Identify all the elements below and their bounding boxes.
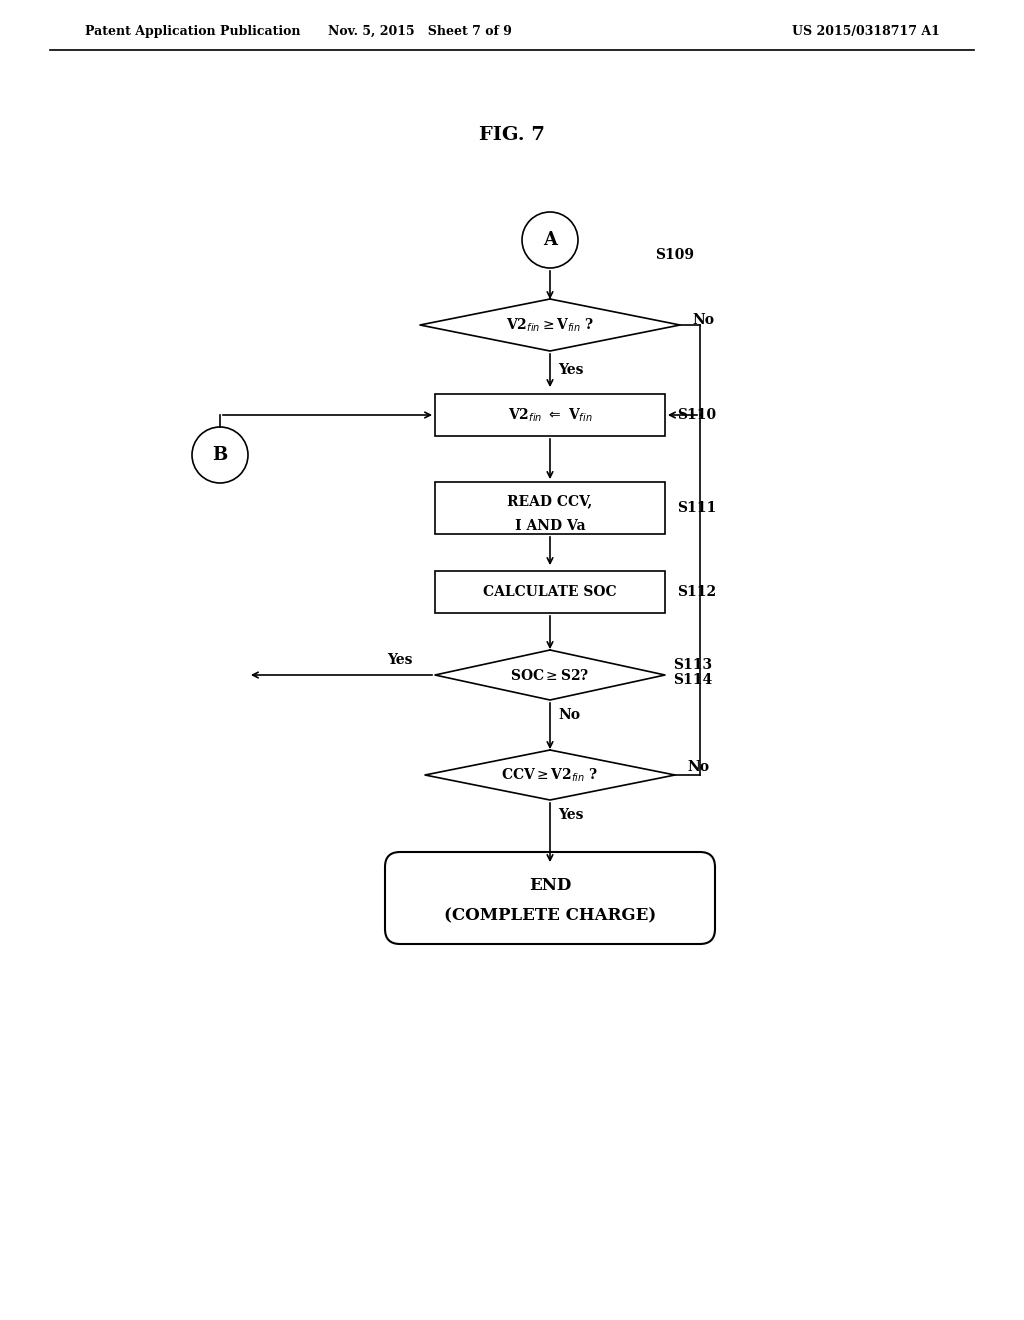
Text: No: No xyxy=(687,760,709,774)
Text: Yes: Yes xyxy=(558,808,584,822)
Text: FIG. 7: FIG. 7 xyxy=(479,125,545,144)
Text: Yes: Yes xyxy=(558,363,584,378)
Text: S109: S109 xyxy=(655,248,694,261)
Text: S112: S112 xyxy=(677,585,716,599)
Text: END: END xyxy=(528,878,571,895)
FancyBboxPatch shape xyxy=(435,482,665,535)
Text: B: B xyxy=(212,446,227,465)
Text: CALCULATE SOC: CALCULATE SOC xyxy=(483,585,616,599)
Text: Yes: Yes xyxy=(387,653,413,667)
Text: SOC$\geq$S2?: SOC$\geq$S2? xyxy=(510,668,590,682)
Text: (COMPLETE CHARGE): (COMPLETE CHARGE) xyxy=(443,908,656,924)
FancyBboxPatch shape xyxy=(435,393,665,436)
Text: A: A xyxy=(543,231,557,249)
Text: CCV$\geq$V2$_{fin}$ ?: CCV$\geq$V2$_{fin}$ ? xyxy=(502,767,599,784)
Text: S113: S113 xyxy=(673,657,712,672)
Text: US 2015/0318717 A1: US 2015/0318717 A1 xyxy=(793,25,940,38)
Text: S111: S111 xyxy=(677,502,716,515)
Text: I AND Va: I AND Va xyxy=(515,519,586,533)
Text: Patent Application Publication: Patent Application Publication xyxy=(85,25,300,38)
Text: V2$_{fin}$ $\Leftarrow$ V$_{fin}$: V2$_{fin}$ $\Leftarrow$ V$_{fin}$ xyxy=(508,407,592,424)
Text: No: No xyxy=(692,313,714,327)
FancyBboxPatch shape xyxy=(435,572,665,612)
Text: READ CCV,: READ CCV, xyxy=(507,494,593,508)
Text: S114: S114 xyxy=(673,673,713,686)
FancyBboxPatch shape xyxy=(385,851,715,944)
Text: Nov. 5, 2015   Sheet 7 of 9: Nov. 5, 2015 Sheet 7 of 9 xyxy=(328,25,512,38)
Text: No: No xyxy=(558,708,580,722)
Text: S110: S110 xyxy=(677,408,716,422)
Text: V2$_{fin}$$\geq$V$_{fin}$ ?: V2$_{fin}$$\geq$V$_{fin}$ ? xyxy=(506,317,594,334)
